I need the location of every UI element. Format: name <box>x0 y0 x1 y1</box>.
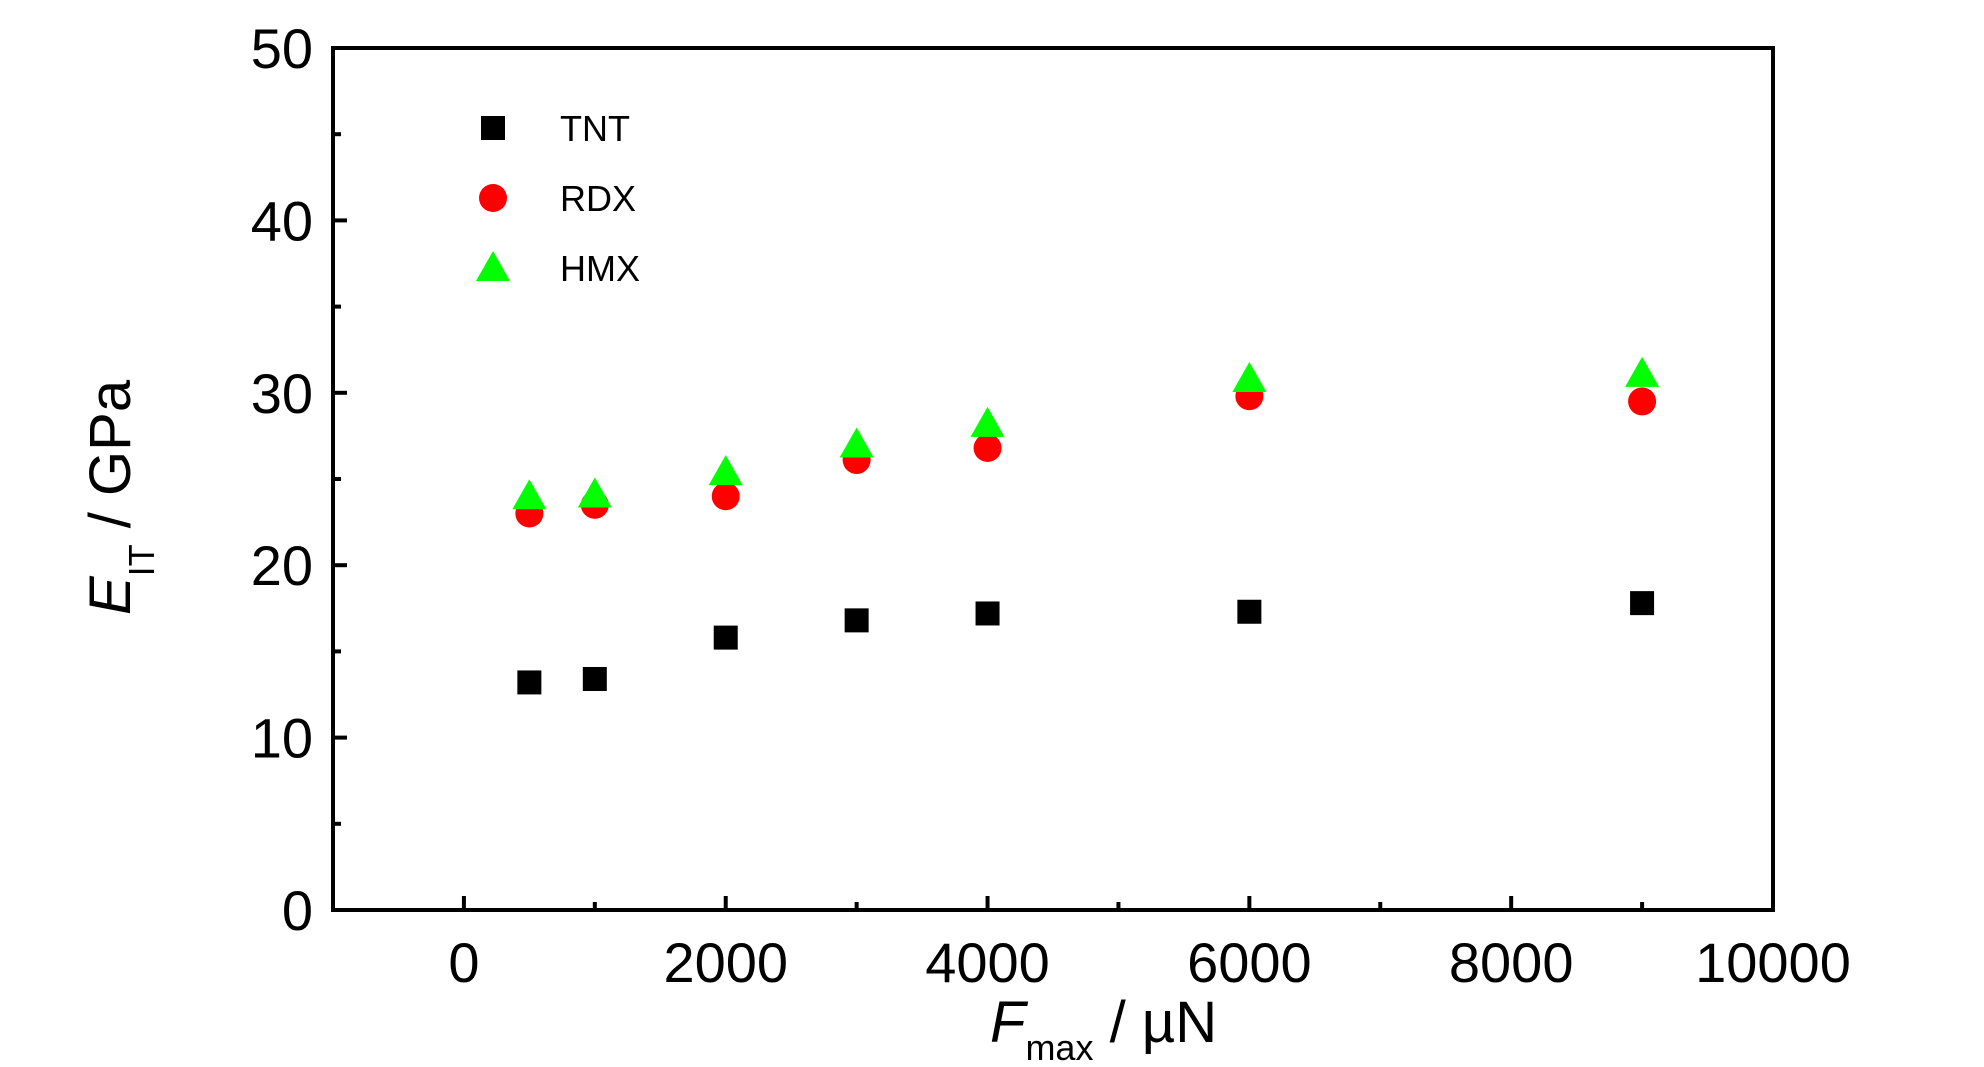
hmx-point <box>1232 362 1267 393</box>
rdx-point <box>711 482 740 511</box>
legend-marker-tnt <box>481 116 505 140</box>
y-tick-label: 20 <box>251 534 313 597</box>
x-axis-title-unit: / µN <box>1093 990 1217 1055</box>
hmx-point <box>512 479 547 510</box>
hmx-point <box>839 427 874 458</box>
tnt-point <box>713 625 738 650</box>
x-tick-label: 10000 <box>1695 931 1851 994</box>
x-axis-title-main: F <box>990 990 1029 1055</box>
y-axis-title: EIT / GPa <box>78 379 162 615</box>
hmx-point <box>577 477 612 508</box>
tnt-point <box>1630 591 1655 616</box>
series-rdx <box>515 382 1657 528</box>
legend-marker-hmx <box>476 251 510 281</box>
legend-label-hmx: HMX <box>560 248 640 289</box>
rdx-point <box>973 433 1002 462</box>
y-axis-title-sub: IT <box>121 544 162 576</box>
hmx-point <box>708 455 743 486</box>
x-tick-label: 2000 <box>663 931 788 994</box>
y-axis-title-group: EIT / GPa <box>78 379 162 615</box>
y-tick-label: 30 <box>251 362 313 425</box>
legend-marker-rdx <box>479 184 507 212</box>
tnt-point <box>517 670 542 695</box>
y-tick-label: 10 <box>251 707 313 770</box>
x-tick-label: 6000 <box>1187 931 1312 994</box>
y-tick-label: 40 <box>251 189 313 252</box>
y-axis-title-main: E <box>78 575 143 615</box>
x-tick-label: 0 <box>448 931 479 994</box>
hmx-point <box>1625 356 1660 387</box>
rdx-point <box>1628 387 1657 416</box>
tnt-point <box>975 601 1000 626</box>
legend-label-rdx: RDX <box>560 178 636 219</box>
y-tick-label: 0 <box>282 879 313 942</box>
x-tick-label: 8000 <box>1449 931 1574 994</box>
x-axis-title: Fmax / µN <box>990 990 1217 1062</box>
y-tick-label: 50 <box>251 17 313 80</box>
tnt-point <box>1237 599 1262 624</box>
series-hmx <box>512 356 1660 510</box>
tnt-point <box>582 666 607 691</box>
hmx-point <box>970 406 1005 437</box>
ticks-layer: 0 2000 4000 6000 8000 10000 0 10 20 30 40 50 <box>251 17 1851 994</box>
x-axis-title-sub: max <box>1025 1027 1093 1062</box>
x-tick-label: 4000 <box>925 931 1050 994</box>
points-layer <box>512 356 1660 695</box>
series-tnt <box>517 591 1655 695</box>
legend: TNT RDX HMX <box>476 108 640 289</box>
legend-label-tnt: TNT <box>560 108 630 149</box>
plot-frame <box>331 46 1775 912</box>
y-axis-title-unit: / GPa <box>78 379 143 544</box>
tnt-point <box>844 608 869 633</box>
